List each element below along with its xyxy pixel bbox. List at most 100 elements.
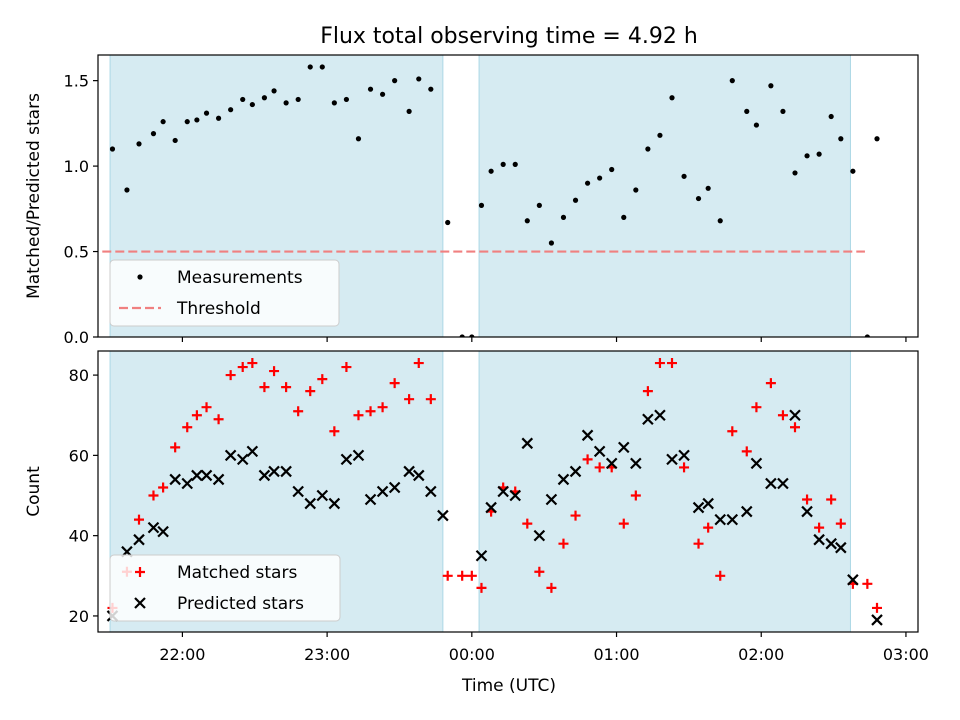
predicted-point [847, 574, 859, 586]
measurement-point [874, 136, 880, 142]
predicted-point [497, 485, 509, 498]
legend-box [109, 554, 341, 622]
predicted-point [545, 493, 558, 506]
matched-point [826, 494, 837, 505]
predicted-point [200, 469, 213, 482]
legend-label: Predicted stars [177, 594, 304, 614]
measurement-point [524, 218, 530, 224]
predicted-point [801, 505, 813, 518]
measurement-point [160, 119, 166, 125]
matched-point [693, 538, 704, 549]
plot-area [98, 55, 880, 337]
measurement-point [705, 185, 711, 191]
predicted-point [789, 409, 801, 422]
matched-point [158, 482, 169, 493]
predicted-point [169, 473, 181, 486]
matched-point [835, 518, 846, 529]
matched-point [654, 358, 665, 369]
measurement-point [392, 78, 398, 84]
predicted-point [702, 497, 714, 510]
x-tick-label: 22:00 [159, 645, 205, 664]
measurement-point [500, 161, 506, 167]
predicted-point [340, 453, 353, 466]
x-axis-label: Time (UTC) [461, 676, 556, 696]
predicted-point [147, 521, 160, 534]
chart-title: Flux total observing time = 4.92 h [320, 24, 698, 49]
x-tick-label: 00:00 [449, 645, 495, 664]
measurement-point [295, 96, 301, 103]
legend-box [109, 259, 340, 327]
matched-point [751, 402, 762, 413]
predicted-point [364, 493, 377, 506]
measurement-point [379, 91, 386, 97]
predicted-point [133, 533, 145, 546]
measurement-point [695, 195, 702, 202]
predicted-point [258, 469, 271, 482]
matched-point [225, 370, 236, 381]
measurement-point [172, 137, 178, 144]
measurement-point [459, 334, 465, 337]
measurement-point [681, 173, 687, 179]
measurement-point [261, 95, 268, 101]
matched-point [281, 382, 292, 393]
legend-marker-measurement [137, 274, 143, 280]
matched-point [630, 490, 641, 501]
matched-point [582, 454, 593, 465]
matched-point [777, 410, 788, 421]
measurement-point [283, 100, 289, 106]
predicted-point [777, 477, 789, 490]
matched-point [237, 362, 248, 373]
predicted-point [642, 413, 654, 426]
measurement-point [240, 96, 246, 103]
matched-point [594, 462, 605, 473]
matched-point [765, 378, 776, 389]
matched-point [341, 362, 352, 373]
predicted-point [581, 429, 594, 442]
predicted-point [835, 541, 847, 554]
measurement-point [367, 86, 374, 92]
predicted-point [388, 481, 401, 494]
matched-point [558, 538, 569, 549]
measurement-point [645, 146, 651, 152]
legend-marker-matched [135, 567, 145, 577]
predicted-point [268, 465, 280, 478]
predicted-point [236, 453, 249, 466]
measurement-point [597, 175, 603, 181]
measurement-point [780, 108, 786, 114]
matched-point [353, 410, 364, 421]
measurement-point [864, 334, 870, 337]
ratio-panel: 0.0 0.5 1.0 1.5 Matched/Predicted stars Measu… [24, 54, 919, 347]
measurement-point [331, 100, 337, 106]
matched-point [457, 570, 468, 581]
matched-point [618, 518, 629, 529]
matched-point [134, 514, 144, 525]
measurement-point [584, 180, 591, 186]
y-tick-label: 40 [69, 527, 89, 546]
measurement-point [669, 95, 675, 101]
predicted-point [316, 489, 329, 502]
measurement-point [572, 197, 579, 203]
predicted-point [403, 465, 415, 478]
matched-point [862, 578, 873, 589]
predicted-point [352, 449, 365, 462]
predicted-point [509, 489, 522, 502]
predicted-point [557, 473, 570, 486]
predicted-point [593, 445, 606, 458]
measurement-point [609, 166, 615, 173]
matched-point [329, 426, 340, 437]
measurement-point [816, 151, 822, 157]
matched-point [389, 378, 400, 389]
matched-point [534, 566, 545, 577]
measurement-point [512, 161, 518, 167]
predicted-point [617, 441, 630, 454]
legend-label: Matched stars [177, 563, 297, 583]
axes-frame [97, 350, 919, 633]
matched-point [703, 522, 714, 533]
matched-point [259, 382, 270, 393]
predicted-point [181, 477, 194, 490]
predicted-point [765, 477, 777, 490]
y-tick-label: 60 [69, 446, 89, 465]
predicted-point [437, 509, 449, 522]
measurement-point [109, 146, 116, 152]
predicted-point [692, 501, 705, 514]
